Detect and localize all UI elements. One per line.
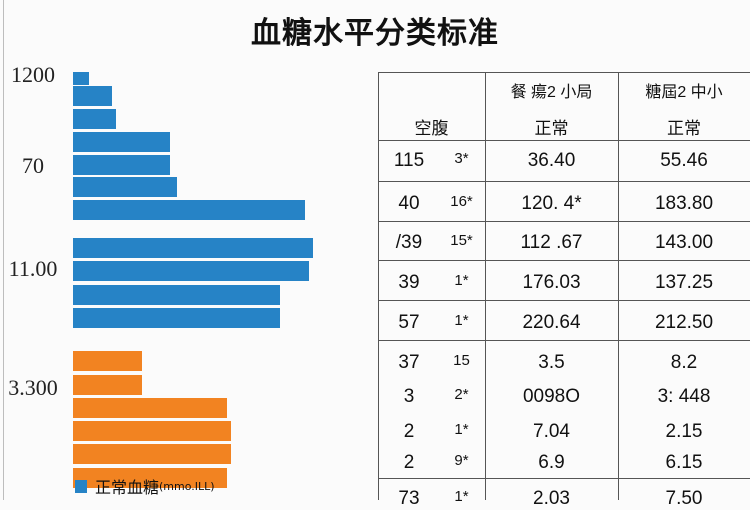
table-cell: 7.04 bbox=[533, 421, 570, 442]
table-cell: 16* bbox=[450, 193, 473, 210]
header-col1-sub: 空腹 bbox=[414, 119, 449, 138]
bar-blue bbox=[73, 308, 280, 328]
y-tick-label: 1200 bbox=[11, 62, 55, 87]
table-top-border bbox=[378, 72, 750, 73]
table-row-border bbox=[378, 478, 750, 479]
chart-legend: 正常血糖 (mmo.ILL) bbox=[75, 474, 215, 498]
table-cell: 2 bbox=[403, 421, 415, 442]
table-cell: /39 bbox=[395, 232, 423, 253]
table-row-border bbox=[378, 260, 750, 261]
table-cell: 2.15 bbox=[665, 421, 703, 442]
table-cell: 7.50 bbox=[665, 488, 703, 509]
table-cell: 1* bbox=[454, 488, 469, 505]
table-cell: 1* bbox=[454, 312, 469, 329]
bar-blue bbox=[73, 72, 89, 85]
table-cell: 1* bbox=[454, 272, 469, 289]
bar-blue bbox=[73, 155, 170, 175]
bar-orange bbox=[73, 375, 142, 395]
table-cell: 15 bbox=[453, 352, 470, 369]
table-cell: 0098O bbox=[522, 386, 581, 407]
table-cell: 3: 448 bbox=[657, 386, 711, 407]
header-col3-top: 糖屆2 中小 bbox=[645, 84, 723, 101]
table-col-divider bbox=[485, 72, 486, 500]
header-col3-sub: 正常 bbox=[667, 119, 701, 138]
table-cell: 39 bbox=[398, 272, 420, 293]
bar-orange bbox=[73, 351, 142, 371]
bar-blue bbox=[73, 200, 305, 220]
table-cell: 212.50 bbox=[654, 312, 714, 333]
y-tick-label: 70 bbox=[22, 153, 44, 178]
table-cell: 6.15 bbox=[665, 452, 703, 473]
y-tick-label: 11.00 bbox=[8, 256, 58, 281]
table-cell: 112 .67 bbox=[520, 232, 583, 253]
bar-orange bbox=[73, 444, 231, 464]
table-cell: 3* bbox=[454, 150, 469, 167]
table-cell: 2.03 bbox=[533, 488, 570, 509]
table-cell: 115 bbox=[393, 150, 425, 171]
table-cell: 2 bbox=[403, 452, 415, 473]
bar-blue bbox=[73, 177, 177, 197]
bar-blue bbox=[73, 109, 116, 129]
table-cell: 8.2 bbox=[670, 352, 698, 373]
table-row-border bbox=[378, 221, 750, 222]
table-cell: 57 bbox=[398, 312, 420, 333]
table-cell: 1* bbox=[454, 421, 469, 438]
table-header-border bbox=[378, 140, 750, 141]
table-cell: 55.46 bbox=[660, 150, 708, 171]
table-cell: 137.25 bbox=[654, 272, 714, 293]
bar-chart: 1200 70 11.00 3.300 bbox=[0, 0, 375, 500]
left-border-line bbox=[3, 0, 4, 500]
table-row-border bbox=[378, 181, 750, 182]
table-cell: 6.9 bbox=[538, 452, 565, 473]
table-cell: 3.5 bbox=[538, 352, 565, 373]
table-cell: 143.00 bbox=[654, 232, 714, 253]
bar-orange bbox=[73, 468, 227, 488]
legend-swatch bbox=[75, 479, 87, 493]
bar-blue bbox=[73, 132, 170, 152]
bar-blue bbox=[73, 238, 313, 258]
table-cell: 15* bbox=[450, 232, 473, 249]
table-cell: 120. 4* bbox=[521, 193, 582, 214]
header-col2-sub: 正常 bbox=[534, 119, 569, 138]
table-cell: 220.64 bbox=[522, 312, 581, 333]
legend-label: 正常血糖 bbox=[95, 478, 160, 497]
page-title: 血糖水平分类标准 bbox=[251, 16, 499, 51]
header-col2-top: 餐 瘍2 小局 bbox=[510, 84, 593, 101]
table-col-divider bbox=[378, 72, 379, 500]
bar-blue bbox=[73, 285, 280, 305]
table-cell: 37 bbox=[398, 352, 420, 373]
table-cell: 36.40 bbox=[527, 150, 576, 171]
legend-unit: (mmo.ILL) bbox=[159, 479, 215, 493]
table-col-divider bbox=[618, 72, 619, 500]
table-row-border bbox=[378, 300, 750, 301]
bar-blue bbox=[73, 86, 112, 106]
table-cell: 176.03 bbox=[522, 272, 581, 293]
bar-orange bbox=[73, 421, 231, 441]
y-tick-label: 3.300 bbox=[8, 375, 58, 400]
table-cell: 40 bbox=[398, 193, 420, 214]
bar-orange bbox=[73, 398, 227, 418]
bar-blue bbox=[73, 261, 309, 281]
table-cell: 183.80 bbox=[654, 193, 714, 214]
table-row-border bbox=[378, 340, 750, 341]
table-cell: 3 bbox=[403, 386, 415, 407]
table-cell: 73 bbox=[398, 488, 420, 509]
table-cell: 9* bbox=[454, 452, 469, 469]
table-cell: 2* bbox=[454, 386, 469, 403]
